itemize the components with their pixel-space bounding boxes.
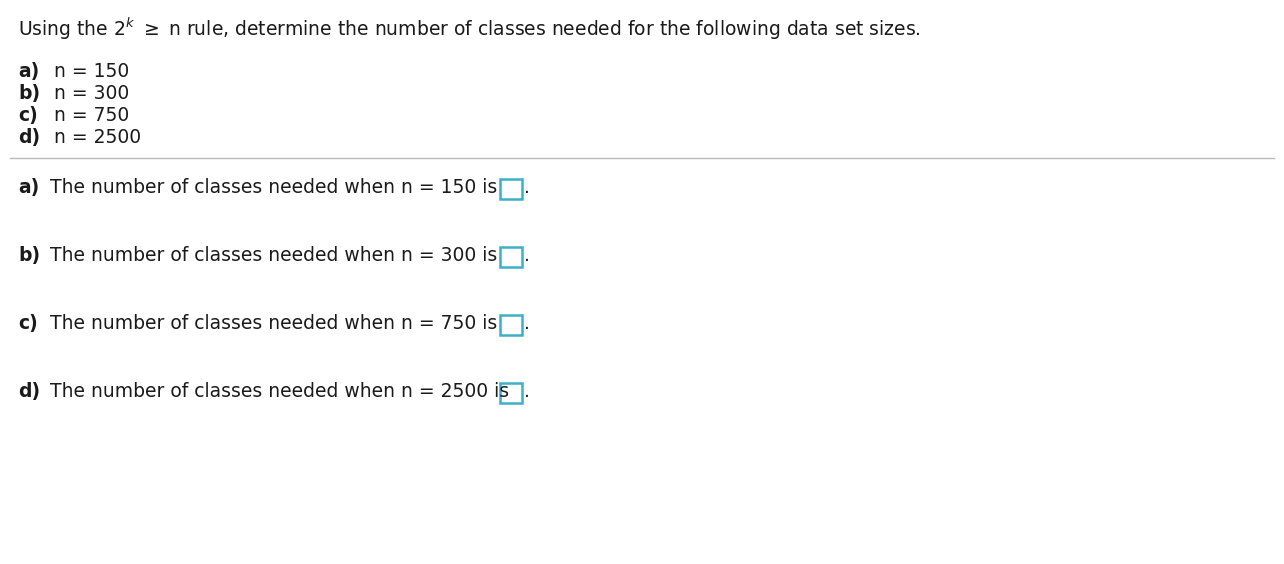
Text: c): c) bbox=[18, 314, 37, 333]
Text: .: . bbox=[524, 246, 530, 265]
Text: b): b) bbox=[18, 246, 40, 265]
Text: The number of classes needed when n = 2500 is: The number of classes needed when n = 25… bbox=[50, 382, 510, 401]
Text: n = 750: n = 750 bbox=[54, 106, 130, 125]
Text: The number of classes needed when n = 300 is: The number of classes needed when n = 30… bbox=[50, 246, 497, 265]
Text: .: . bbox=[524, 178, 530, 197]
Text: a): a) bbox=[18, 62, 40, 81]
Text: n = 2500: n = 2500 bbox=[54, 128, 141, 147]
Text: a): a) bbox=[18, 178, 40, 197]
Text: c): c) bbox=[18, 106, 37, 125]
Text: .: . bbox=[524, 382, 530, 401]
Text: d): d) bbox=[18, 128, 40, 147]
Text: Using the 2$^k$ $\geq$ n rule, determine the number of classes needed for the fo: Using the 2$^k$ $\geq$ n rule, determine… bbox=[18, 16, 921, 42]
Text: The number of classes needed when n = 750 is: The number of classes needed when n = 75… bbox=[50, 314, 497, 333]
Text: b): b) bbox=[18, 84, 40, 103]
Text: n = 300: n = 300 bbox=[54, 84, 130, 103]
Text: The number of classes needed when n = 150 is: The number of classes needed when n = 15… bbox=[50, 178, 497, 197]
Text: d): d) bbox=[18, 382, 40, 401]
Text: .: . bbox=[524, 314, 530, 333]
Text: n = 150: n = 150 bbox=[54, 62, 130, 81]
